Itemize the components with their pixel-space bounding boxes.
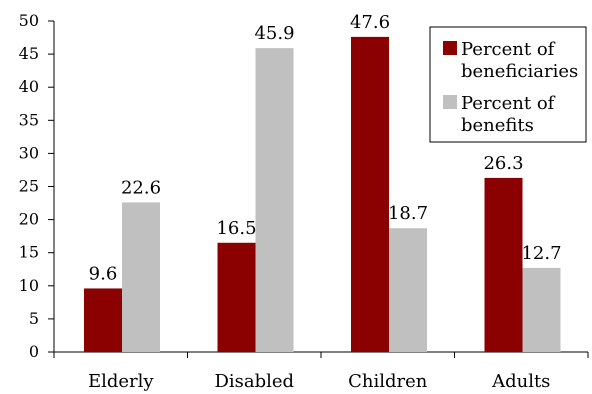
data-label: 18.7 [388,203,428,224]
data-label: 16.5 [216,218,256,239]
legend-label: beneficiaries [461,61,578,82]
axes: 0 5 10 15 20 25 30 35 40 45 50 Elderly Disabled Child… [19,11,589,392]
y-tick-label: 20 [19,210,39,229]
data-label: 45.9 [254,23,294,44]
legend-label: benefits [461,115,534,136]
x-category-label: Elderly [88,371,154,392]
legend-swatch [443,41,457,55]
legend-swatch [443,95,457,109]
x-category-label: Children [348,371,428,392]
y-tick-label: 25 [19,177,39,196]
y-tick-label: 40 [19,77,39,96]
data-label: 12.7 [521,243,561,264]
y-tick-label: 30 [19,143,39,162]
y-tick-label: 0 [29,342,39,361]
bar [522,267,561,352]
y-tick-label: 50 [19,11,39,30]
y-tick-label: 35 [19,110,39,129]
x-category-label: Disabled [214,371,294,392]
bar [84,288,122,352]
y-tick-label: 45 [19,44,39,63]
y-tick-label: 15 [19,243,39,262]
legend-label: Percent of [461,93,556,114]
y-tick-label: 5 [29,309,39,328]
data-label: 26.3 [483,153,523,174]
data-labels: 9.6 22.6 16.5 45.9 47.6 18.7 26.3 12.7 [89,12,562,285]
legend-label: Percent of [461,39,556,60]
bar [351,36,389,352]
bar [389,228,427,352]
bar [122,202,160,352]
y-tick-label: 10 [19,276,39,295]
data-label: 22.6 [121,177,161,198]
data-label: 9.6 [89,263,118,284]
bar [217,242,256,352]
bars [84,36,561,352]
bar [255,48,294,352]
bar [484,177,523,352]
x-category-label: Adults [491,371,550,392]
data-label: 47.6 [350,12,390,33]
